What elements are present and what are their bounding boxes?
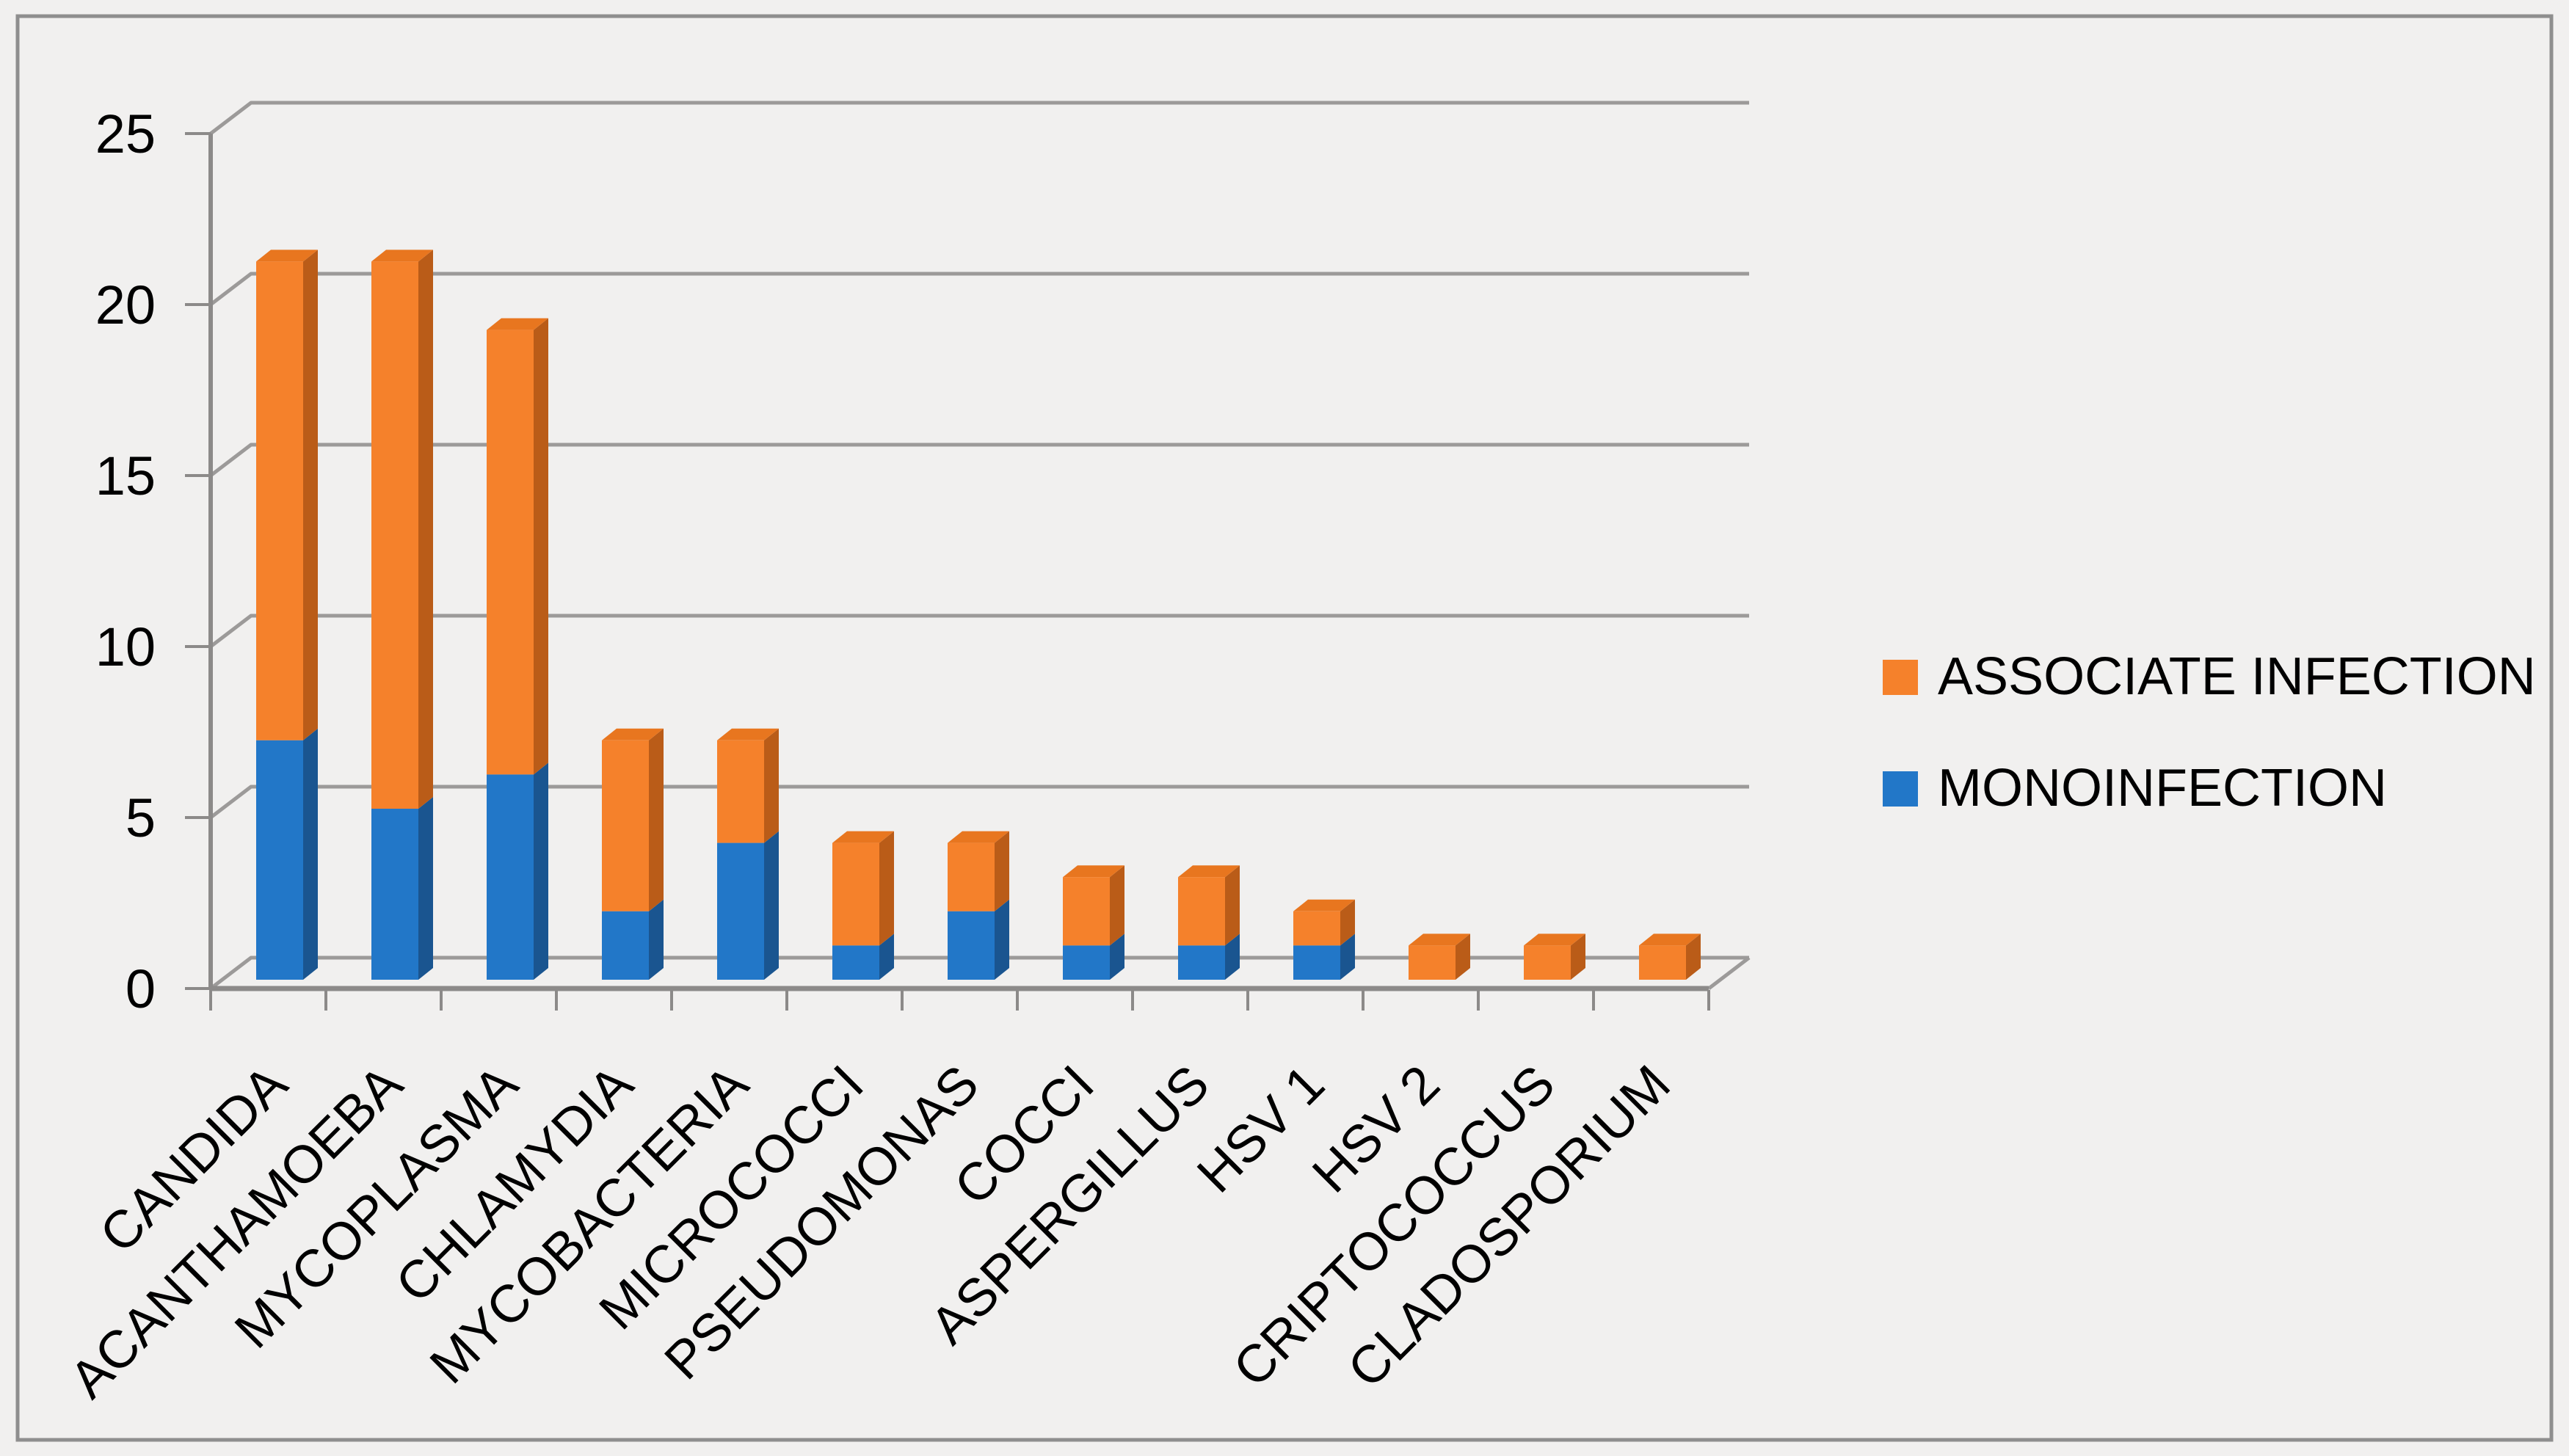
- bar-chlamydia-monoinfection-front: [602, 911, 649, 980]
- bar-hsv-1-associate-front: [1293, 911, 1340, 946]
- bar-micrococci-associate-front: [832, 842, 879, 946]
- bar-cladosporium-associate-side: [1686, 933, 1701, 980]
- gridline-15: [209, 443, 1749, 477]
- bar-hsv-2-associate-front: [1409, 945, 1456, 980]
- bar-acanthamoeba-associate-front: [371, 261, 418, 809]
- bar-criptococcus-associate-front: [1524, 945, 1571, 980]
- gridline-5: [209, 785, 1749, 819]
- bar-cocci-monoinfection-side: [1110, 933, 1124, 980]
- bar-hsv-1-top: [1293, 899, 1355, 911]
- legend-swatch-monoinfection: [1883, 771, 1918, 807]
- y-axis-label-15: 15: [95, 445, 156, 506]
- bar-pseudomonas-monoinfection-side: [995, 899, 1009, 980]
- bar-pseudomonas-monoinfection-front: [948, 911, 995, 980]
- bar-chlamydia-associate-front: [602, 740, 649, 911]
- legend-label-monoinfection: MONOINFECTION: [1938, 759, 2387, 818]
- y-axis-label-10: 10: [95, 616, 156, 677]
- legend-swatch-associate-infection: [1883, 660, 1918, 695]
- bar-aspergillus-top: [1178, 865, 1240, 878]
- bar-acanthamoeba-monoinfection-front: [371, 809, 418, 980]
- bar-mycoplasma-monoinfection-front: [487, 774, 534, 980]
- bar-chlamydia-monoinfection-side: [649, 899, 664, 980]
- bar-chlamydia-top: [602, 728, 664, 740]
- bar-pseudomonas-associate-front: [948, 842, 995, 911]
- bar-criptococcus-top: [1524, 933, 1585, 946]
- bar-micrococci-monoinfection-side: [879, 933, 894, 980]
- bar-micrococci-top: [832, 831, 894, 843]
- bar-mycoplasma-associate-front: [487, 330, 534, 775]
- y-axis-label-5: 5: [126, 787, 156, 848]
- bar-aspergillus-associate-side: [1225, 865, 1240, 946]
- bar-aspergillus-monoinfection-side: [1225, 933, 1240, 980]
- floor-right-edge: [1707, 956, 1751, 990]
- bar-candida-top: [256, 250, 318, 262]
- bar-candida-monoinfection-side: [303, 728, 318, 980]
- bar-chlamydia-associate-side: [649, 728, 664, 911]
- bar-acanthamoeba-associate-side: [418, 250, 433, 809]
- bar-hsv-1-monoinfection-front: [1293, 945, 1340, 980]
- bar-micrococci-associate-side: [879, 831, 894, 946]
- bar-candida-associate-front: [256, 261, 303, 740]
- gridline-10: [209, 614, 1749, 648]
- bar-cladosporium-associate-front: [1639, 945, 1686, 980]
- gridline-25: [209, 101, 1749, 135]
- bar-hsv-1-associate-side: [1340, 899, 1355, 946]
- chart-border: [15, 14, 2554, 1442]
- bar-mycobacteria-associate-side: [764, 728, 779, 843]
- bar-hsv-2-top: [1409, 933, 1470, 946]
- bar-mycoplasma-top: [487, 318, 548, 330]
- legend-label-associate-infection: ASSOCIATE INFECTION: [1938, 647, 2536, 706]
- bar-hsv-2-associate-side: [1456, 933, 1470, 980]
- bar-mycobacteria-monoinfection-front: [717, 842, 764, 980]
- bar-micrococci-monoinfection-front: [832, 945, 879, 980]
- bar-candida-associate-side: [303, 250, 318, 740]
- bar-criptococcus-associate-side: [1571, 933, 1585, 980]
- bar-acanthamoeba-monoinfection-side: [418, 797, 433, 980]
- bar-cocci-top: [1063, 865, 1124, 878]
- bar-pseudomonas-associate-side: [995, 831, 1009, 911]
- gridline-20: [209, 272, 1749, 306]
- bar-cocci-associate-side: [1110, 865, 1124, 946]
- bar-candida-monoinfection-front: [256, 740, 303, 980]
- bar-mycobacteria-top: [717, 728, 779, 740]
- bar-cocci-monoinfection-front: [1063, 945, 1110, 980]
- bar-hsv-1-monoinfection-side: [1340, 933, 1355, 980]
- bar-pseudomonas-top: [948, 831, 1009, 843]
- gridline-0: [209, 956, 1749, 990]
- bar-mycobacteria-monoinfection-side: [764, 831, 779, 980]
- bar-acanthamoeba-top: [371, 250, 433, 262]
- bar-aspergillus-associate-front: [1178, 877, 1225, 946]
- bar-mycoplasma-monoinfection-side: [534, 762, 548, 980]
- bar-mycoplasma-associate-side: [534, 318, 548, 775]
- bar-aspergillus-monoinfection-front: [1178, 945, 1225, 980]
- bar-cocci-associate-front: [1063, 877, 1110, 946]
- y-axis-label-20: 20: [95, 274, 156, 335]
- bar-cladosporium-top: [1639, 933, 1701, 946]
- bar-mycobacteria-associate-front: [717, 740, 764, 843]
- y-axis-label-0: 0: [126, 958, 156, 1019]
- y-axis-label-25: 25: [95, 103, 156, 164]
